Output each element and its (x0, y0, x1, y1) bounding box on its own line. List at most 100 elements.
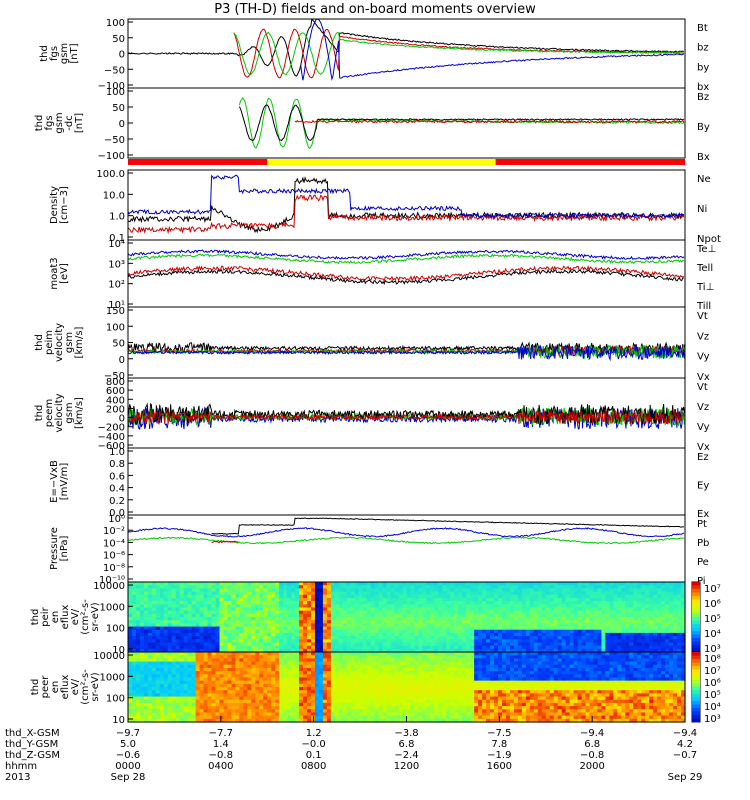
peer-spectrogram-cell (366, 718, 372, 723)
peir-spectrogram-cell (263, 639, 268, 644)
peer-spectrogram-cell (442, 699, 447, 704)
peer-spectrogram-cell (438, 709, 443, 714)
peir-spectrogram-cell (239, 629, 244, 634)
peir-spectrogram-cell (402, 604, 408, 609)
peir-spectrogram-cell (669, 636, 674, 640)
peir-spectrogram-cell (128, 623, 133, 628)
peir-spectrogram-cell (478, 607, 483, 612)
peer-spectrogram-cell (402, 693, 408, 698)
peer-spectrogram-cell (139, 658, 145, 663)
peir-spectrogram-cell (537, 639, 543, 644)
peir-spectrogram-cell (649, 601, 654, 605)
peir-spectrogram-cell (625, 582, 630, 586)
peir-spectrogram-cell (295, 610, 300, 615)
peer-spectrogram-cell (338, 655, 344, 659)
peer-spectrogram-cell (243, 671, 248, 675)
peer-spectrogram-cell (358, 667, 364, 672)
peer-spectrogram-cell (334, 687, 340, 691)
peir-spectrogram-cell (625, 594, 630, 599)
peer-spectrogram-cell (215, 683, 221, 688)
peer-spectrogram-cell (275, 702, 280, 707)
peer-spectrogram-cell (386, 658, 392, 663)
peer-spectrogram-cell (155, 674, 161, 679)
peir-spectrogram-cell (529, 648, 535, 653)
peer-spectrogram-cell (370, 680, 376, 685)
peir-spectrogram-cell (633, 617, 638, 621)
peir-spectrogram-cell (498, 639, 503, 644)
peir-spectrogram-cell (163, 623, 169, 628)
peir-spectrogram-cell (442, 629, 447, 634)
peir-spectrogram-cell (657, 610, 662, 615)
peer-spectrogram-cell (167, 709, 173, 714)
peir-spectrogram-cell (629, 632, 634, 637)
peir-spectrogram-cell (287, 591, 292, 596)
peir-spectrogram-cell (299, 623, 304, 628)
peer-spectrogram-cell (215, 712, 221, 717)
peir-spectrogram-cell (338, 642, 344, 647)
peer-spectrogram-cell (470, 683, 475, 688)
peer-spectrogram-cell (279, 699, 284, 704)
peir-spectrogram-cell (645, 642, 650, 647)
peer-spectrogram-cell (354, 690, 360, 694)
peir-spectrogram-cell (291, 613, 296, 618)
peer-spectrogram-cell (311, 706, 316, 710)
peer-spectrogram-cell (215, 699, 221, 704)
peer-spectrogram-cell (466, 706, 471, 710)
peir-spectrogram-cell (330, 613, 336, 618)
peer-spectrogram-cell (430, 690, 435, 694)
peir-spectrogram-cell (151, 588, 157, 593)
peir-spectrogram-cell (593, 632, 599, 637)
peer-spectrogram-cell (247, 652, 252, 656)
peer-spectrogram-cell (223, 715, 229, 720)
peir-spectrogram-cell (549, 648, 555, 653)
peir-spectrogram-cell (287, 585, 292, 589)
peer-spectrogram-cell (231, 687, 237, 691)
peer-spectrogram-cell (179, 671, 185, 675)
peir-spectrogram-cell (350, 639, 356, 644)
peer-spectrogram-cell (219, 712, 225, 717)
peir-spectrogram-cell (307, 594, 312, 599)
peer-spectrogram-cell (366, 709, 372, 714)
peir-spectrogram-cell (466, 639, 471, 644)
peir-spectrogram-cell (661, 645, 666, 650)
peir-spectrogram-cell (537, 610, 543, 615)
peer-spectrogram-cell (378, 712, 384, 717)
peir-spectrogram-cell (466, 648, 471, 653)
peir-spectrogram-cell (283, 607, 288, 612)
peer-spectrogram-cell (326, 664, 332, 669)
peir-spectrogram-cell (569, 620, 575, 624)
peer-spectrogram-cell (271, 696, 276, 701)
peer-spectrogram-cell (283, 680, 288, 685)
peer-spectrogram-cell (251, 667, 256, 672)
peer-spectrogram-cell (338, 671, 344, 675)
peer-spectrogram-cell (362, 652, 368, 656)
peir-spectrogram-cell (426, 648, 431, 653)
peir-spectrogram-cell (446, 636, 451, 640)
peer-spectrogram-cell (462, 655, 467, 659)
peir-spectrogram-cell (131, 604, 137, 609)
peer-spectrogram-cell (143, 652, 149, 656)
peir-spectrogram-cell (589, 632, 595, 637)
peir-spectrogram-cell (147, 642, 153, 647)
peer-spectrogram-cell (128, 696, 133, 701)
peir-spectrogram-cell (203, 645, 209, 650)
peir-spectrogram-cell (183, 588, 189, 593)
peir-spectrogram-cell (525, 607, 531, 612)
peir-spectrogram-cell (422, 629, 427, 634)
peir-spectrogram-cell (454, 594, 459, 599)
peir-spectrogram-cell (366, 632, 372, 637)
peir-spectrogram-cell (573, 582, 579, 586)
peer-spectrogram-cell (378, 702, 384, 707)
peir-spectrogram-cell (414, 610, 420, 615)
peir-spectrogram-cell (326, 617, 332, 621)
peir-spectrogram-cell (438, 623, 443, 628)
peir-spectrogram-cell (537, 645, 543, 650)
peer-spectrogram-cell (139, 674, 145, 679)
peer-spectrogram-cell (239, 674, 244, 679)
peer-spectrogram-cell (199, 664, 205, 669)
peir-spectrogram-cell (235, 591, 240, 596)
peir-spectrogram-cell (374, 591, 380, 596)
peer-spectrogram-cell (358, 709, 364, 714)
peir-spectrogram-cell (394, 620, 400, 624)
peir-spectrogram-cell (147, 636, 153, 640)
